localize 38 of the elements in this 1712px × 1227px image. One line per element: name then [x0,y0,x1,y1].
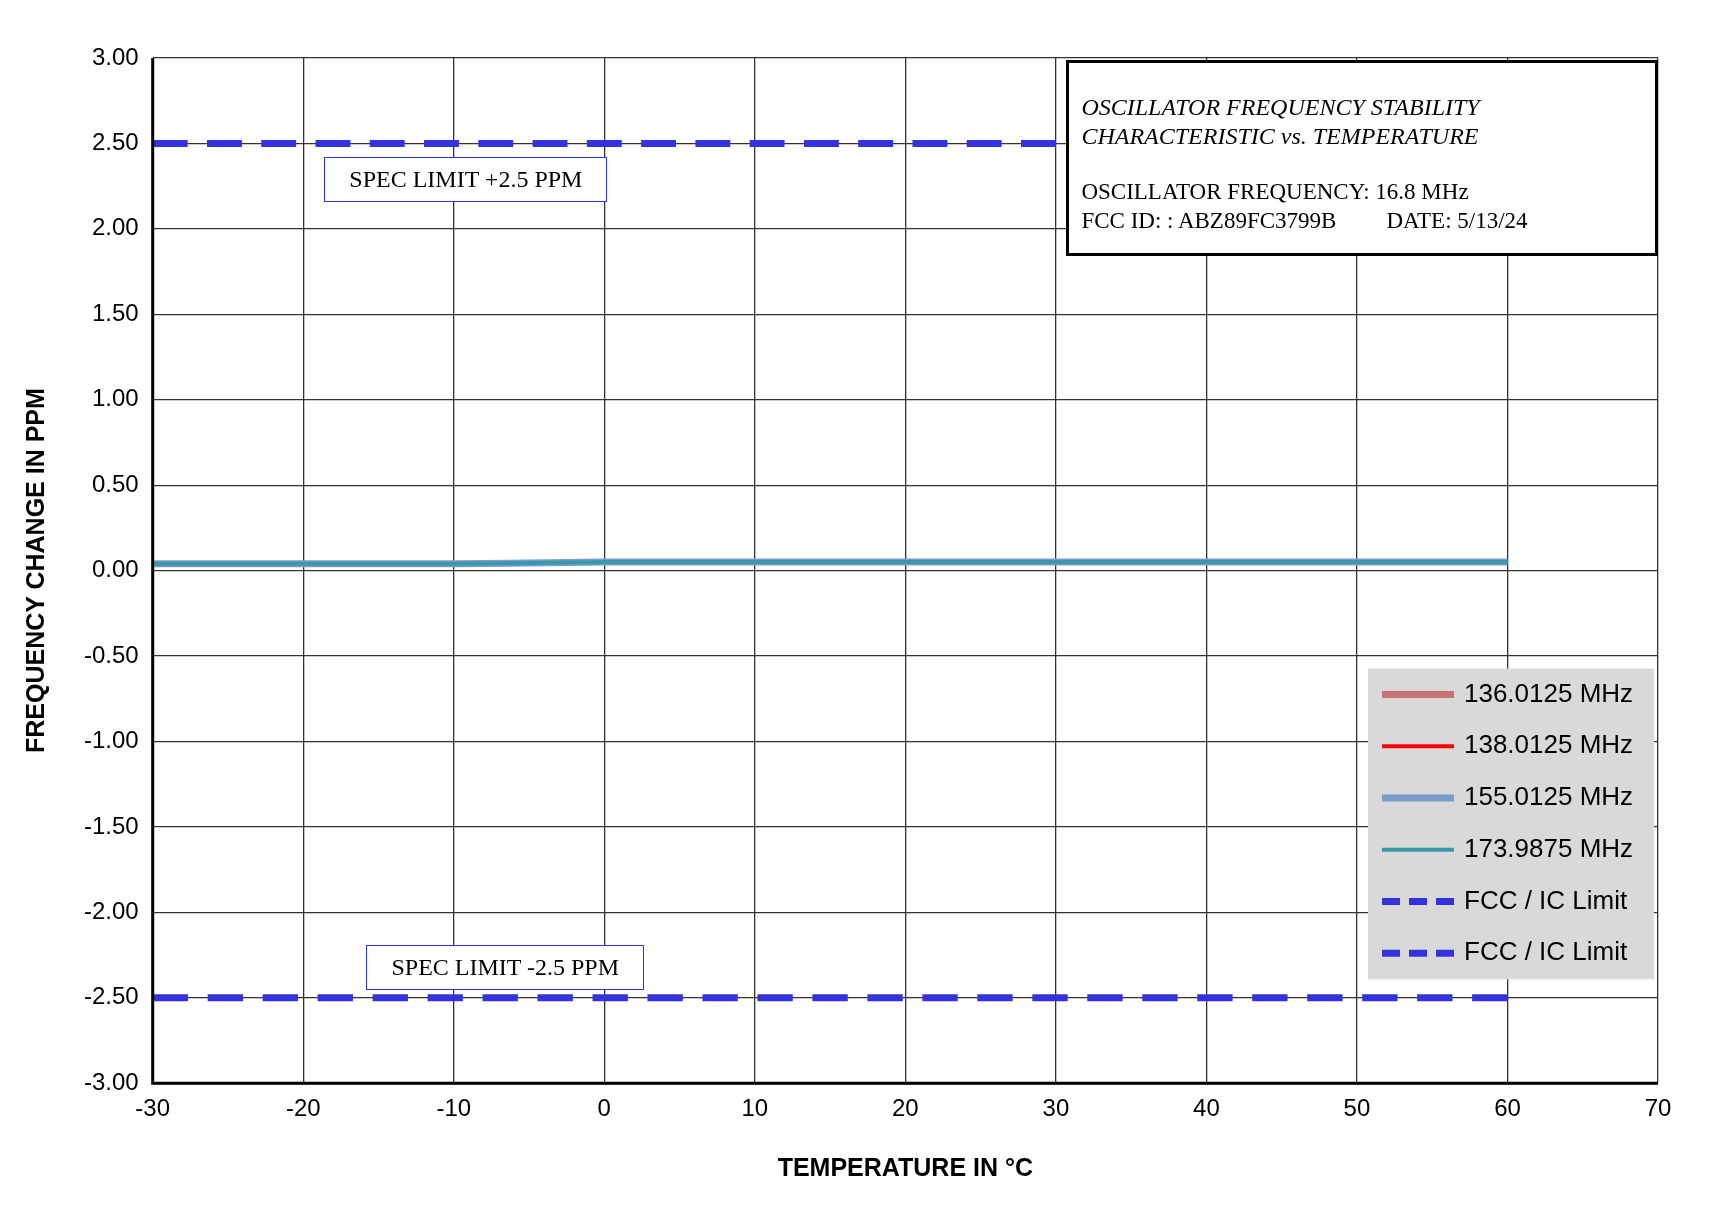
x-tick-label: -20 [285,1094,321,1122]
y-axis-title: FREQUENCY CHANGE IN PPM [20,388,49,754]
info-box: OSCILLATOR FREQUENCY STABILITY CHARACTERISTIC vs. TEMPERATURE OSCILLATOR FREQUENCY: 16.8 MHz FCC ID: : ABZ89FC3799B DATE: 5/13/24 [1066,60,1658,256]
x-axis-title: TEMPERATURE IN °C [777,1152,1034,1181]
x-tick-label: 0 [597,1094,611,1122]
y-tick-label: -1.50 [84,811,139,839]
x-tick-label: 20 [892,1094,919,1122]
x-tick-label: 70 [1644,1094,1672,1122]
label-box: SPEC LIMIT -2.5 PPM [366,944,645,990]
legend-label: FCC / IC Limit [1463,936,1628,967]
y-tick-label: 2.50 [91,128,139,156]
y-tick-label: -3.00 [84,1067,139,1095]
x-tick-label: 40 [1193,1094,1220,1122]
y-tick-label: 1.50 [91,298,139,326]
x-tick-label: -30 [135,1094,171,1122]
legend-label: 136.0125 MHz [1463,677,1634,708]
y-tick-label: 0.50 [91,469,139,497]
legend-label: 155.0125 MHz [1463,781,1634,812]
y-tick-label: 3.00 [91,42,139,70]
y-tick-label: -2.00 [84,896,139,924]
x-tick-label: 50 [1343,1094,1371,1122]
label-box: SPEC LIMIT +2.5 PPM [324,157,608,203]
y-tick-label: 0.00 [91,555,139,583]
x-tick-label: -10 [436,1094,472,1122]
annotation: FCC ID: : ABZ89FC3799B [1081,207,1337,235]
legend-label: FCC / IC Limit [1463,884,1628,915]
y-tick-label: 2.00 [91,213,139,241]
annotation: DATE: 5/13/24 [1386,207,1528,235]
legend-label: 138.0125 MHz [1463,729,1634,760]
y-tick-label: -1.00 [84,726,139,754]
y-tick-label: 1.00 [91,384,139,412]
y-tick-label: -2.50 [84,982,139,1010]
legend-label: 173.9875 MHz [1463,832,1634,863]
annotation: OSCILLATOR FREQUENCY: 16.8 MHz [1081,178,1470,206]
x-tick-label: 60 [1494,1094,1521,1122]
x-tick-label: 30 [1042,1094,1070,1122]
y-tick-label: -0.50 [84,640,139,668]
x-tick-label: 10 [741,1094,769,1122]
